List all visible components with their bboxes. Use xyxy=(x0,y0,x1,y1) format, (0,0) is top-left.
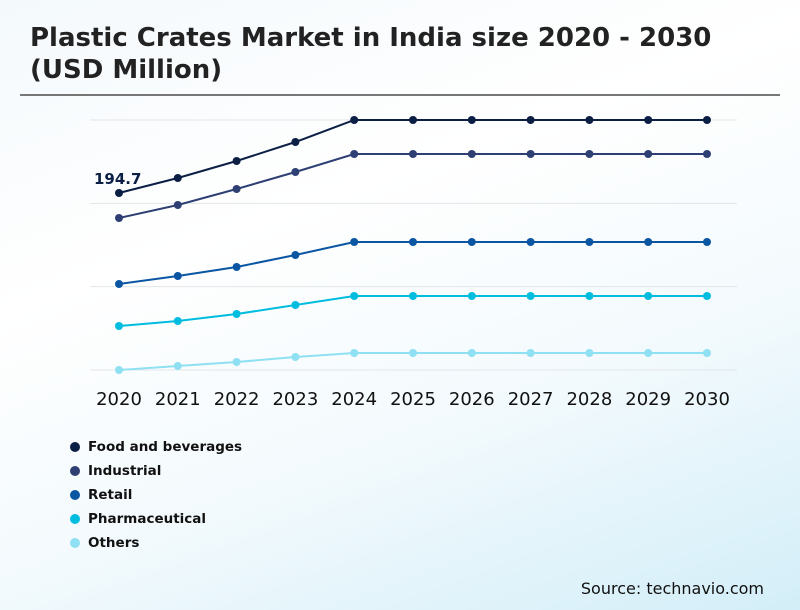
data-point xyxy=(644,292,653,300)
chart-title: Plastic Crates Market in India size 2020… xyxy=(30,23,712,85)
data-point xyxy=(350,238,359,246)
data-point xyxy=(467,349,476,357)
legend-label: Food and beverages xyxy=(88,439,243,455)
data-point xyxy=(467,116,476,124)
legend-item: Pharmaceutical xyxy=(70,507,242,531)
legend-label: Industrial xyxy=(88,463,162,479)
legend-marker-icon xyxy=(70,442,80,452)
legend-item: Industrial xyxy=(70,459,242,483)
x-tick-label: 2030 xyxy=(684,389,730,410)
data-point xyxy=(703,349,711,357)
legend-marker-icon xyxy=(70,466,80,476)
data-point xyxy=(350,116,359,124)
x-tick-label: 2025 xyxy=(390,389,436,410)
data-point xyxy=(644,349,653,357)
legend-label: Others xyxy=(88,535,140,551)
data-point xyxy=(585,349,594,357)
data-point xyxy=(232,310,241,318)
data-point xyxy=(173,174,182,182)
data-point xyxy=(409,238,417,246)
data-point xyxy=(173,317,182,325)
data-point xyxy=(115,189,123,197)
data-point xyxy=(585,292,594,300)
data-point xyxy=(291,251,300,259)
series-line-industrial xyxy=(118,153,707,219)
data-point xyxy=(703,238,711,246)
legend-marker-icon xyxy=(70,490,80,500)
line-chart: 2020 2021 2022 2023 2024 2025 2026 2027 2028 2029… xyxy=(90,116,737,410)
data-point xyxy=(291,353,300,361)
data-point xyxy=(409,349,417,357)
data-point xyxy=(526,116,535,124)
data-point xyxy=(232,358,241,366)
data-point xyxy=(115,280,123,288)
data-point xyxy=(703,116,711,124)
data-point xyxy=(703,150,711,158)
data-point xyxy=(291,138,300,146)
data-point xyxy=(467,150,476,158)
source-text: Source: technavio.com xyxy=(580,579,764,598)
data-point xyxy=(409,292,417,300)
data-point xyxy=(526,349,535,357)
data-point xyxy=(585,150,594,158)
data-point xyxy=(291,301,300,309)
x-tick-label: 2026 xyxy=(449,389,495,410)
legend-marker-icon xyxy=(70,538,80,548)
legend-item: Others xyxy=(70,531,242,555)
data-point xyxy=(409,116,417,124)
data-point xyxy=(350,150,359,158)
data-point xyxy=(115,322,123,330)
data-point xyxy=(173,272,182,280)
data-point xyxy=(350,292,359,300)
data-label: 194.7 xyxy=(94,170,141,188)
series-line-pharmaceutical xyxy=(118,295,707,327)
data-point xyxy=(350,349,359,357)
data-point xyxy=(644,150,653,158)
x-tick-label: 2020 xyxy=(96,389,142,410)
legend-label: Pharmaceutical xyxy=(88,511,207,527)
data-point xyxy=(115,366,123,374)
data-point xyxy=(585,116,594,124)
data-point xyxy=(232,157,241,165)
data-point xyxy=(585,238,594,246)
data-point xyxy=(526,292,535,300)
data-point xyxy=(467,292,476,300)
title-divider xyxy=(20,94,780,96)
x-tick-label: 2021 xyxy=(155,389,201,410)
data-point xyxy=(232,185,241,193)
data-point xyxy=(703,292,711,300)
data-point xyxy=(291,168,300,176)
data-point xyxy=(173,362,182,370)
x-tick-label: 2024 xyxy=(331,389,377,410)
data-point xyxy=(409,150,417,158)
data-point xyxy=(644,238,653,246)
data-point xyxy=(115,214,123,222)
legend-item: Retail xyxy=(70,483,242,507)
x-tick-label: 2022 xyxy=(214,389,260,410)
data-point xyxy=(467,238,476,246)
data-point xyxy=(644,116,653,124)
legend-label: Retail xyxy=(88,487,133,503)
data-point xyxy=(232,263,241,271)
data-point xyxy=(526,150,535,158)
legend: Food and beverages Industrial Retail Pharma… xyxy=(70,435,242,555)
data-point xyxy=(173,201,182,209)
x-tick-label: 2023 xyxy=(272,389,318,410)
legend-marker-icon xyxy=(70,514,80,524)
x-tick-label: 2029 xyxy=(625,389,671,410)
x-tick-label: 2027 xyxy=(508,389,554,410)
x-tick-label: 2028 xyxy=(566,389,612,410)
series-line-retail xyxy=(118,241,707,285)
data-point xyxy=(526,238,535,246)
legend-item: Food and beverages xyxy=(70,435,242,459)
